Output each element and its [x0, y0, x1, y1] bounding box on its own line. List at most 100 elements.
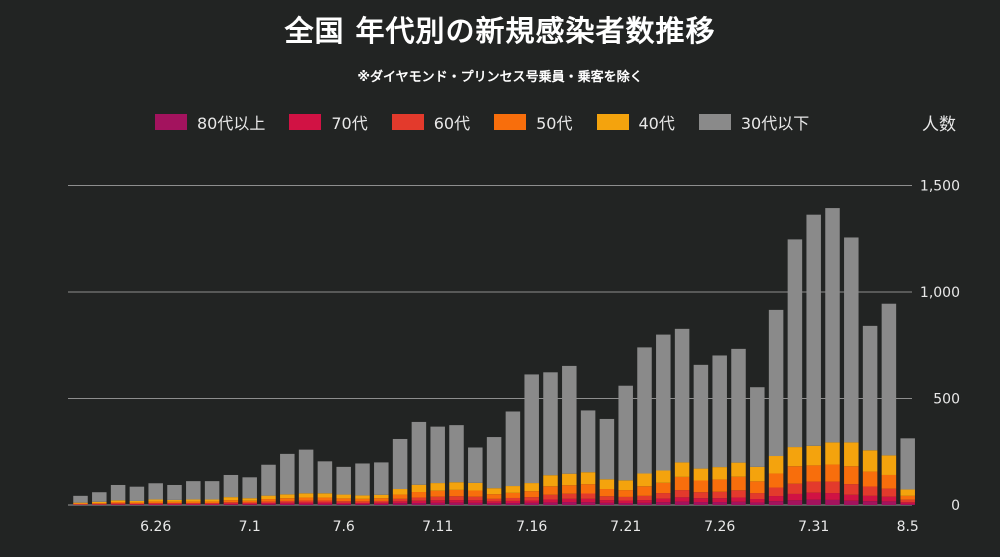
legend-label: 40代	[638, 114, 675, 133]
legend-label: 60代	[433, 114, 471, 133]
bar-segment-7.30-30代以下	[787, 239, 803, 448]
bar-segment-7.1-50代	[242, 500, 257, 503]
legend-item-50s: 50代	[494, 110, 573, 134]
bar-segment-7.25-60代	[693, 492, 709, 499]
bar-segment-7.24-70代	[674, 497, 690, 502]
bar-segment-7.15-80代以上	[505, 503, 521, 505]
bar-segment-7.30-70代	[787, 493, 803, 501]
bar-segment-7.29-50代	[768, 473, 784, 488]
bar-segment-8.3-30代以下	[862, 325, 878, 451]
bar-segment-7.11-80代以上	[430, 502, 445, 505]
bar-segment-7.15-30代以下	[505, 411, 521, 487]
y-tick-label: 0	[951, 498, 960, 514]
bar-segment-7.16-70代	[524, 500, 539, 503]
bar-segment-7.31-50代	[806, 465, 821, 482]
bar-segment-7.24-40代	[674, 462, 690, 477]
legend-swatch	[596, 114, 629, 130]
bar-segment-6.25-60代	[129, 503, 145, 505]
bar-segment-7.7-30代以下	[355, 463, 370, 496]
bar-segment-8.2-50代	[844, 466, 859, 485]
bar-segment-7.26-40代	[712, 467, 727, 480]
bar-segment-6.29-40代	[204, 499, 220, 502]
bar-segment-7.16-40代	[524, 483, 539, 492]
bar-segment-7.9-80代以上	[392, 503, 408, 505]
legend-swatch	[698, 114, 731, 130]
bar-segment-7.25-70代	[693, 498, 709, 503]
bar-segment-7.12-70代	[449, 500, 464, 503]
bar-segment-7.26-60代	[712, 491, 727, 499]
bar-segment-7.21-80代以上	[618, 503, 633, 505]
bar-segment-6.26-60代	[148, 503, 163, 504]
bar-segment-7.12-60代	[449, 496, 464, 501]
bar-segment-7.5-30代以下	[317, 461, 333, 494]
bar-segment-6.22-40代	[73, 502, 88, 504]
bar-segment-7.14-50代	[486, 494, 502, 499]
bar-segment-7.5-70代	[317, 502, 333, 504]
bar-segment-7.7-50代	[355, 498, 370, 502]
bar-segment-7.16-60代	[524, 497, 539, 501]
bar-segment-7.4-50代	[298, 497, 314, 501]
bar-segment-7.3-80代以上	[280, 503, 295, 505]
bar-segment-8.3-40代	[862, 450, 878, 472]
bar-segment-8.2-70代	[844, 494, 859, 501]
bar-segment-7.12-80代以上	[449, 502, 464, 505]
bar-segment-7.13-70代	[468, 500, 483, 503]
bar-segment-7.14-30代以下	[486, 437, 502, 489]
bar-segment-7.27-30代以下	[731, 348, 746, 463]
bar-segment-7.18-50代	[562, 485, 577, 494]
legend-swatch	[289, 114, 322, 130]
bar-segment-7.3-30代以下	[280, 453, 295, 495]
bar-segment-7.29-40代	[768, 456, 784, 474]
bar-segment-7.5-80代以上	[317, 503, 333, 505]
bar-segment-7.3-60代	[280, 500, 295, 503]
bar-segment-7.4-80代以上	[298, 503, 314, 505]
bar-segment-6.24-60代	[110, 503, 126, 505]
bar-segment-7.15-70代	[505, 500, 521, 504]
bar-segment-7.8-50代	[374, 498, 389, 501]
legend-label: 50代	[536, 114, 573, 133]
bar-segment-7.20-50代	[599, 489, 615, 497]
bar-segment-7.8-60代	[374, 500, 389, 503]
y-tick-label: 500	[933, 392, 960, 408]
x-tick-label: 8.5	[897, 519, 919, 535]
bar-segment-6.30-40代	[223, 497, 239, 501]
bar-segment-7.23-40代	[656, 470, 671, 483]
bar-segment-6.28-40代	[186, 499, 201, 502]
bar-segment-6.24-30代以下	[110, 484, 126, 501]
bar-segment-7.22-60代	[637, 495, 652, 501]
bar-segment-7.6-50代	[336, 498, 351, 502]
bar-segment-7.28-60代	[750, 493, 765, 500]
bar-segment-7.23-70代	[656, 498, 671, 503]
bar-segment-7.22-80代以上	[637, 502, 652, 505]
y-tick-label: 1,000	[920, 285, 960, 301]
bar-segment-6.29-30代以下	[204, 481, 220, 500]
bar-segment-7.31-80代以上	[806, 499, 821, 505]
bar-segment-7.4-40代	[298, 493, 314, 498]
bar-segment-7.19-50代	[580, 484, 596, 494]
bar-segment-6.28-60代	[186, 503, 201, 504]
bar-segment-7.24-80代以上	[674, 501, 690, 505]
bar-segment-7.19-70代	[580, 498, 596, 503]
bar-segment-7.17-50代	[543, 486, 558, 495]
bar-segment-7.15-60代	[505, 497, 521, 501]
bar-segment-7.11-50代	[430, 490, 445, 497]
bar-segment-7.8-80代以上	[374, 503, 389, 505]
bar-segment-7.15-50代	[505, 492, 521, 498]
bar-segment-7.2-30代以下	[261, 464, 276, 496]
x-tick-label: 7.26	[704, 519, 735, 535]
bar-segment-7.9-50代	[392, 494, 408, 499]
bar-segment-6.27-60代	[167, 503, 182, 504]
bar-segment-7.31-60代	[806, 481, 821, 493]
legend-label: 80代以上	[197, 114, 266, 133]
bar-segment-7.29-60代	[768, 487, 784, 497]
x-tick-label: 6.26	[140, 519, 171, 535]
bar-segment-6.27-70代	[167, 503, 182, 505]
x-tick-label: 7.1	[239, 519, 261, 535]
bar-segment-6.23-50代	[92, 503, 107, 504]
bar-segment-6.28-70代	[186, 503, 201, 505]
bar-segment-7.18-60代	[562, 493, 577, 499]
bar-segment-6.29-70代	[204, 503, 220, 505]
bar-segment-7.3-50代	[280, 498, 295, 501]
bar-segment-6.28-50代	[186, 501, 201, 504]
